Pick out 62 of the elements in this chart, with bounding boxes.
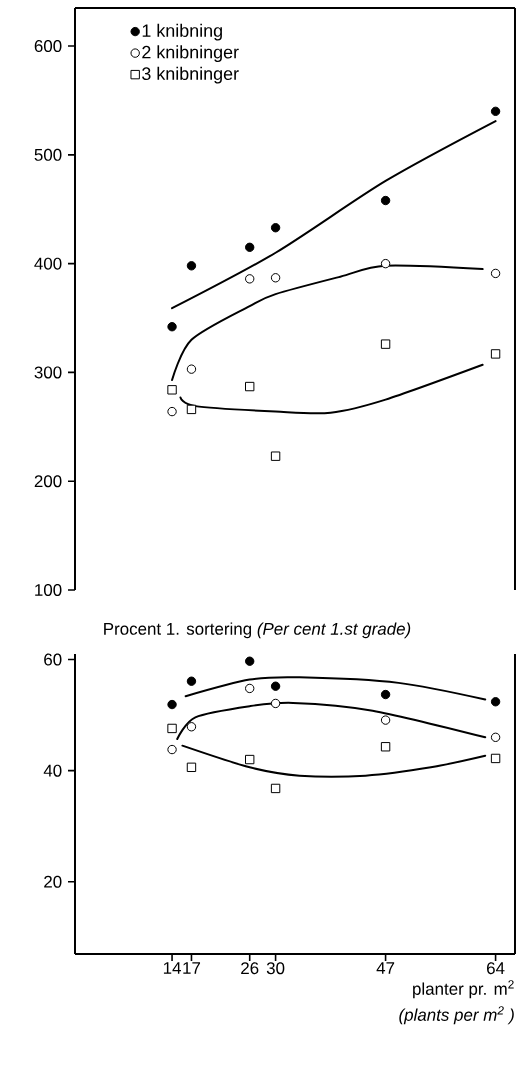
point [167, 385, 177, 395]
y-tick-label: 500 [34, 148, 62, 161]
point [245, 754, 255, 765]
y-tick-label: 60 [44, 653, 62, 666]
point [186, 676, 197, 686]
x-tick-label: 47 [376, 962, 395, 974]
point [380, 742, 391, 752]
point [245, 683, 255, 694]
point [270, 698, 281, 709]
y-tick-label: 20 [44, 875, 62, 888]
point [490, 268, 501, 279]
line-series [176, 701, 487, 740]
y-tick-label: 400 [34, 257, 62, 270]
point [245, 656, 255, 666]
point [270, 273, 281, 283]
x-axis-title: planter pr. m$^{2}$ [413, 980, 514, 999]
point [270, 451, 281, 461]
point [167, 723, 177, 734]
point [490, 753, 501, 764]
point [245, 242, 255, 253]
point [245, 381, 255, 392]
legend-label: 2 knibninger [142, 45, 239, 63]
line-series [179, 363, 484, 415]
y-tick-label: 40 [43, 764, 62, 777]
point [380, 195, 391, 206]
x-tick-label: 14 [163, 962, 181, 974]
y-tick-label: 100 [35, 583, 62, 596]
y-tick-label: 200 [34, 475, 62, 488]
point [270, 783, 281, 794]
point [245, 274, 255, 284]
y-tick-label: 300 [34, 366, 62, 379]
point [380, 258, 391, 269]
line-series [181, 744, 487, 778]
x-tick-label: 26 [241, 962, 259, 975]
legend-label: 3 knibninger [142, 66, 239, 84]
line-series [184, 676, 487, 701]
point [186, 404, 197, 415]
point [380, 689, 391, 700]
point [167, 744, 177, 755]
point [167, 322, 177, 332]
point [490, 349, 501, 359]
point [490, 732, 501, 743]
point [186, 762, 197, 773]
line-series [171, 120, 497, 310]
point [380, 339, 391, 349]
point [380, 715, 391, 725]
y-tick-label: 600 [34, 40, 62, 53]
point [490, 106, 501, 117]
point [167, 699, 177, 710]
text: (plants per m$^{2}$ ) [399, 1006, 514, 1025]
x-tick-label: 30 [266, 962, 285, 975]
point [186, 261, 197, 271]
point [490, 697, 501, 707]
point [167, 406, 177, 417]
point [186, 364, 197, 374]
point [270, 223, 281, 233]
chart-title: Procent 1. sortering (Per cent 1.st grade) [104, 622, 411, 639]
x-tick-label: 17 [183, 962, 201, 974]
x-tick-label: 64 [487, 962, 505, 975]
point [186, 722, 197, 732]
legend-label: 1 knibning [142, 23, 222, 41]
point [270, 681, 281, 691]
